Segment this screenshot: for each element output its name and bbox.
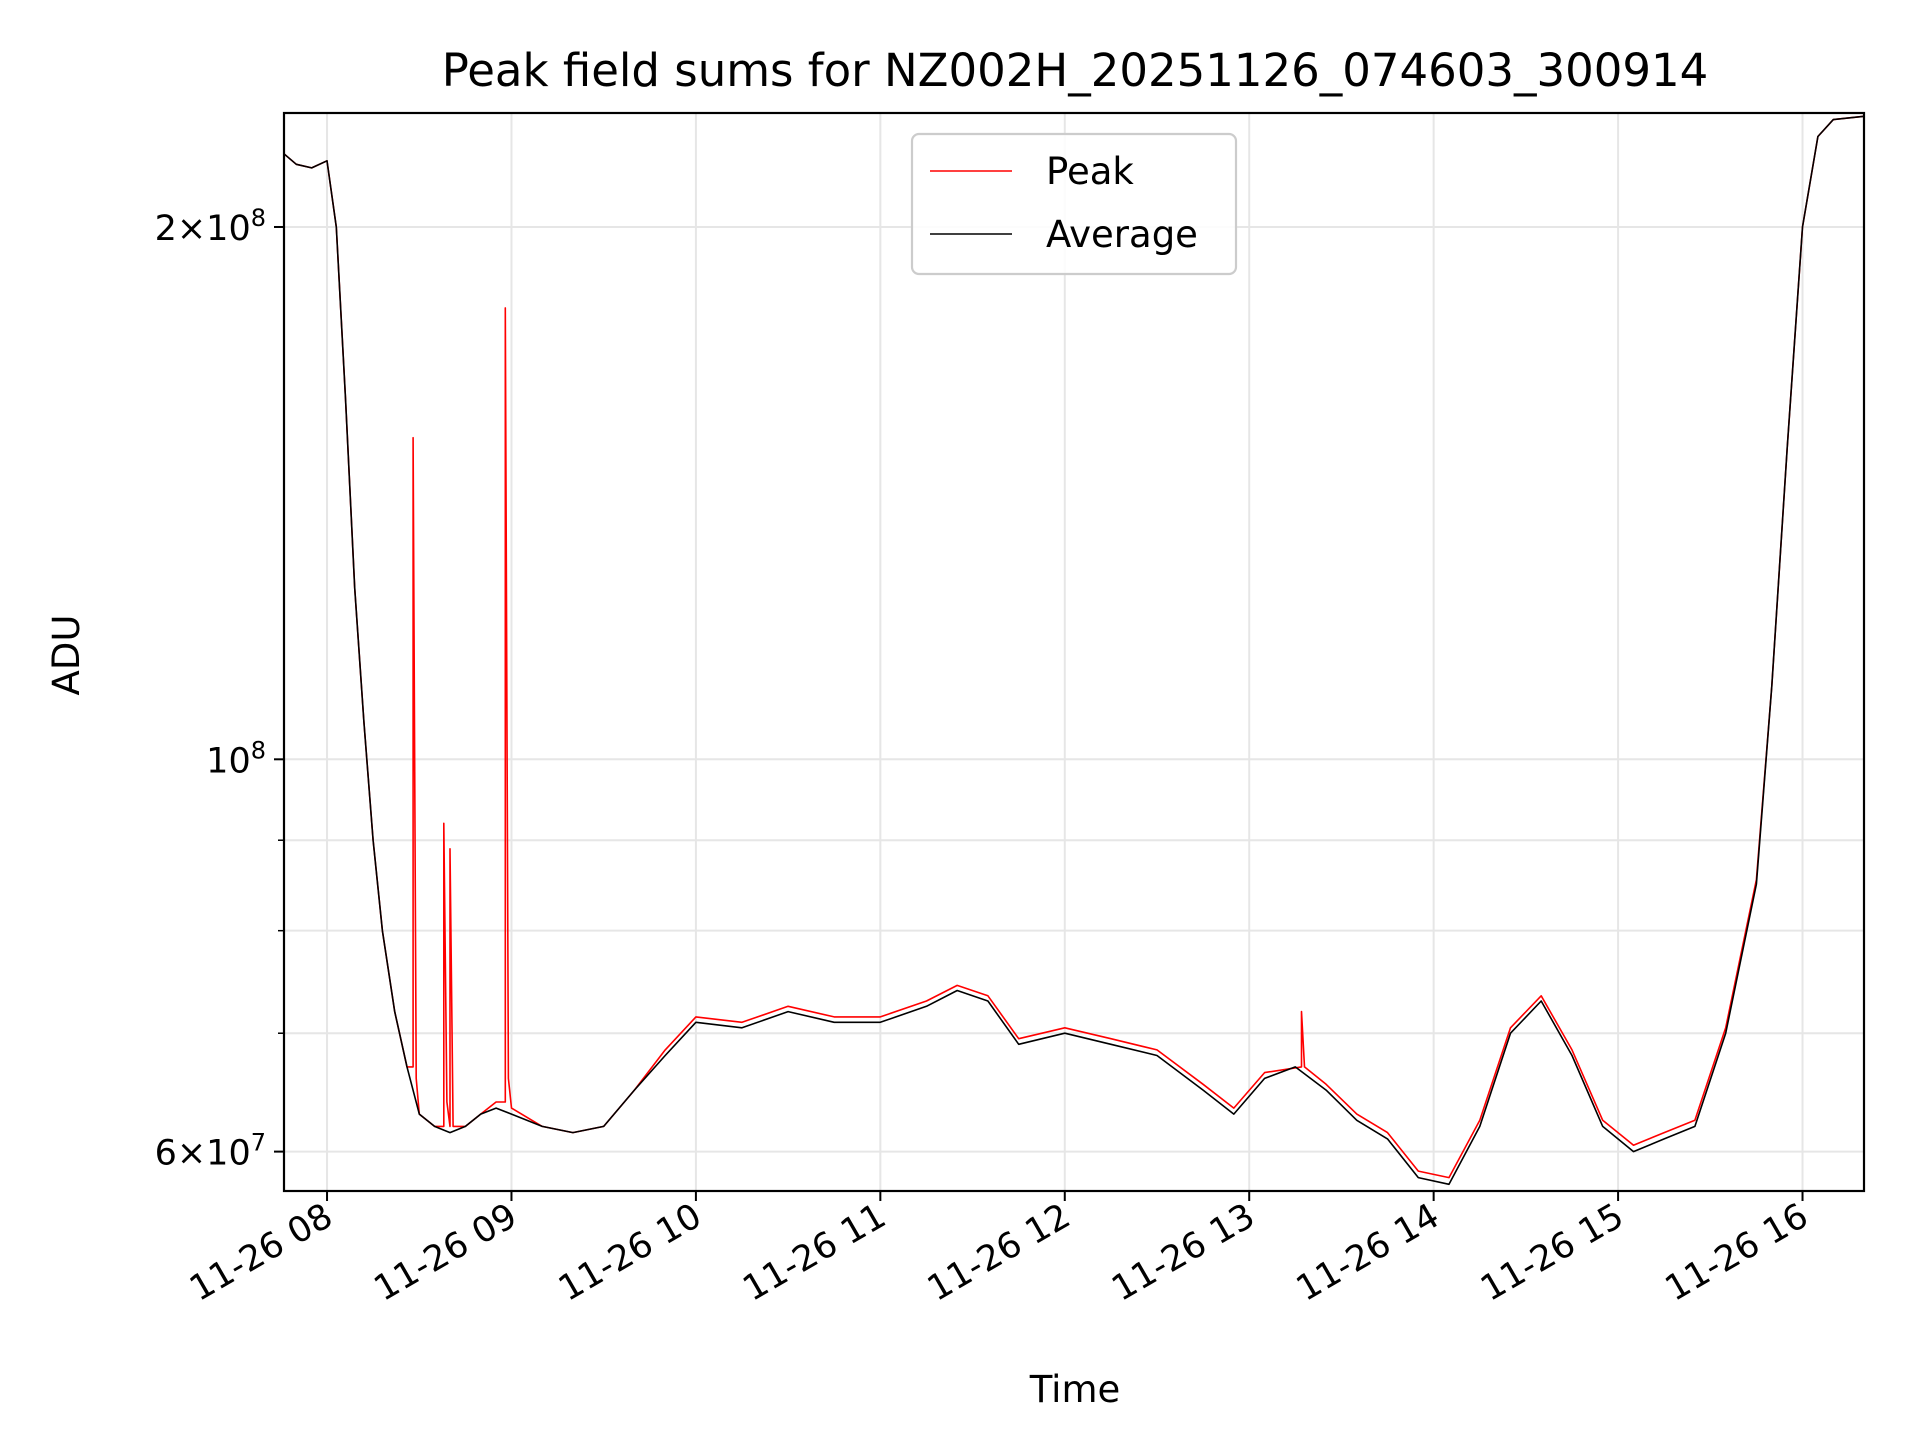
y-tick-label: 108 <box>206 736 266 781</box>
y-tick-label: 2×108 <box>155 204 266 249</box>
series-line-average <box>283 115 1865 1186</box>
plot-frame <box>282 111 1866 1193</box>
y-axis-label: ADU <box>45 615 88 696</box>
y-axis: 6×107 108 2×108 <box>155 204 284 1174</box>
legend-box <box>910 132 1238 276</box>
legend-label-average: Average <box>1046 213 1198 256</box>
legend-label-peak: Peak <box>1046 150 1134 193</box>
x-axis-label: Time <box>1029 1368 1121 1411</box>
series-line-peak <box>283 115 1865 1179</box>
plot-series <box>283 115 1865 1186</box>
chart-title: Peak field sums for NZ002H_20251126_0746… <box>442 44 1709 97</box>
legend: Peak Average <box>910 132 1238 276</box>
y-tick-label: 6×107 <box>155 1129 266 1174</box>
